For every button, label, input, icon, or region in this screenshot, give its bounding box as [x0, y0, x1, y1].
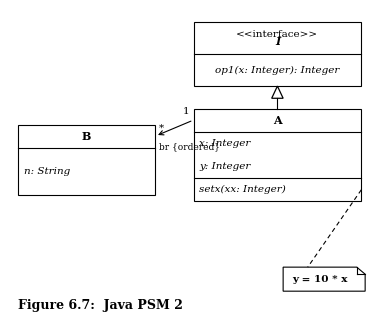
Text: n: String: n: String — [24, 167, 70, 176]
Text: y: Integer: y: Integer — [199, 162, 251, 171]
Text: <<interface>>: <<interface>> — [236, 30, 319, 39]
Text: x: Integer: x: Integer — [199, 139, 251, 148]
Polygon shape — [283, 267, 365, 291]
Text: y = 10 * x: y = 10 * x — [292, 275, 348, 284]
Polygon shape — [272, 86, 283, 98]
Text: I: I — [275, 36, 280, 47]
Text: A: A — [273, 114, 282, 126]
Text: Figure 6.7:  Java PSM 2: Figure 6.7: Java PSM 2 — [18, 299, 183, 312]
Text: 1: 1 — [183, 107, 190, 116]
Bar — [194, 109, 361, 201]
Text: *: * — [159, 123, 164, 132]
Text: br {ordered}: br {ordered} — [159, 142, 220, 152]
Bar — [18, 125, 155, 195]
Text: setx(xx: Integer): setx(xx: Integer) — [199, 185, 286, 194]
Text: B: B — [82, 131, 91, 141]
Text: op1(x: Integer): Integer: op1(x: Integer): Integer — [215, 66, 340, 75]
Bar — [194, 22, 361, 86]
